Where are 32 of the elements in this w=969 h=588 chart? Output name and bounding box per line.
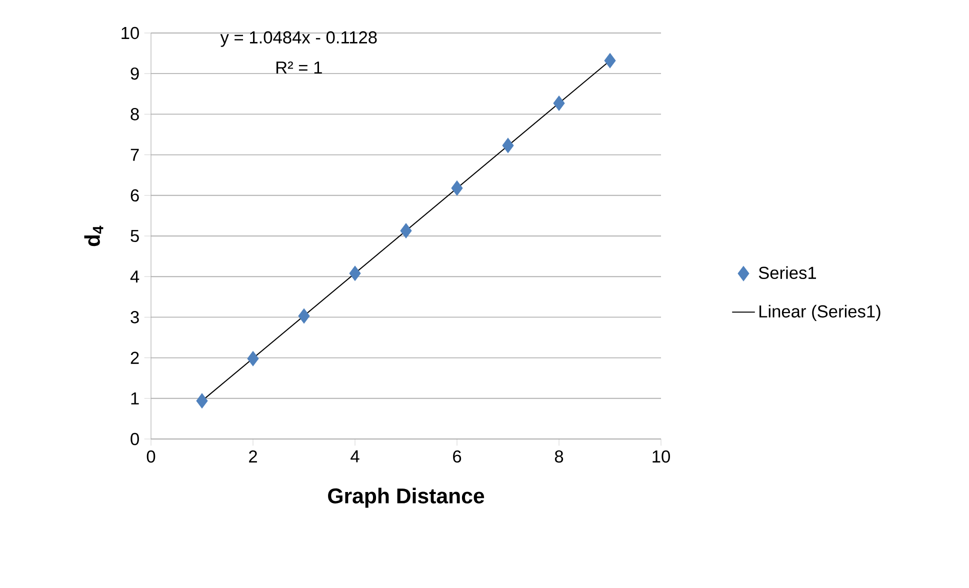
point bbox=[298, 308, 310, 324]
point bbox=[553, 96, 565, 111]
point bbox=[451, 180, 463, 196]
legend-label: Linear (Series1) bbox=[760, 304, 880, 321]
annotation: y = 1.0484x - 0.1128 bbox=[220, 31, 377, 47]
x-axis-title: Graph Distance bbox=[328, 488, 484, 508]
y-tick-label: 6 bbox=[130, 189, 139, 202]
point bbox=[400, 223, 412, 238]
y-tick-label: 9 bbox=[130, 67, 139, 80]
point bbox=[604, 52, 616, 68]
point bbox=[502, 138, 514, 154]
legend-label: Series1 bbox=[758, 266, 816, 280]
point bbox=[247, 351, 259, 366]
y-tick-label: 10 bbox=[122, 26, 139, 40]
point bbox=[349, 266, 361, 281]
y-tick-label: 8 bbox=[130, 108, 139, 120]
y-axis-title: d$_{4}$ bbox=[84, 226, 104, 246]
x-tick-label: 4 bbox=[350, 450, 360, 462]
y-tick-label: 5 bbox=[130, 230, 139, 242]
x-tick-label: 8 bbox=[554, 450, 564, 463]
x-tick-label: 0 bbox=[146, 450, 156, 463]
y-tick-label: 0 bbox=[130, 432, 139, 446]
y-tick-label: 4 bbox=[130, 270, 140, 283]
x-tick-label: 2 bbox=[249, 450, 257, 462]
y-tick-label: 3 bbox=[130, 311, 139, 324]
x-tick-label: 10 bbox=[652, 450, 670, 463]
y-tick-label: 2 bbox=[130, 352, 139, 364]
point bbox=[196, 393, 208, 408]
y-tick-label: 1 bbox=[131, 392, 139, 404]
y-tick-label: 7 bbox=[130, 148, 139, 161]
x-tick-label: 6 bbox=[453, 450, 462, 463]
annotation: R² = 1 bbox=[276, 61, 322, 74]
